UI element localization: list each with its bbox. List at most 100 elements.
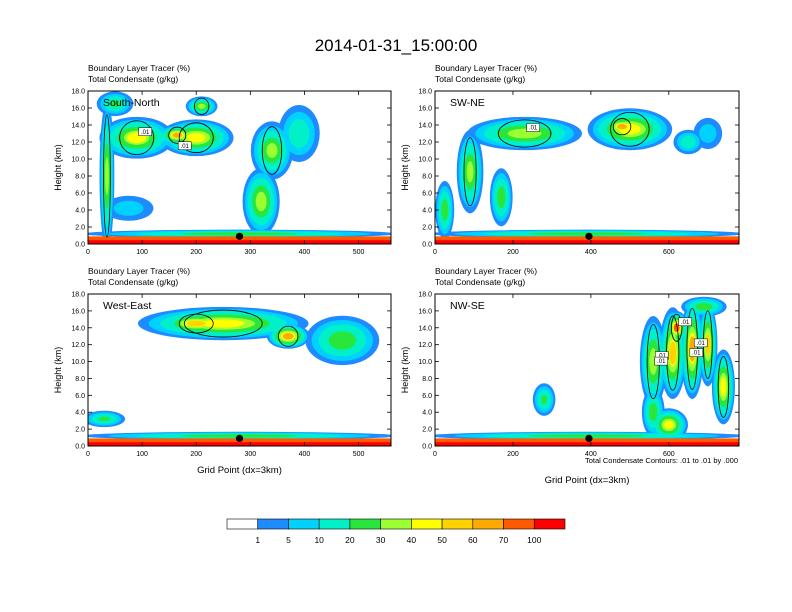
location-marker	[235, 434, 244, 442]
xtick-label: 400	[299, 249, 311, 256]
xtick-label: 100	[136, 451, 148, 458]
contour-label-0: .01	[529, 126, 538, 132]
tracer-blob-8-level-10	[288, 119, 310, 148]
panel-1: .01 SW-NE Boundary Layer Tracer (%)Total C…	[400, 63, 740, 256]
colorbar-swatch-2	[288, 518, 320, 530]
ytick-label: 10.0	[418, 157, 432, 164]
ytick-label: 12.0	[418, 342, 432, 349]
ytick-label: 0.0	[75, 444, 85, 451]
tracer-blob-2-level-60	[617, 124, 627, 130]
condensate-contour-3	[103, 114, 111, 238]
colorbar: 1 5 10 20 30 40 50 60 70 100	[226, 518, 566, 545]
panel-title-line1: Boundary Layer Tracer (%)	[88, 63, 190, 73]
ytick-label: 10.0	[71, 359, 85, 366]
colorbar-swatch-6	[411, 518, 443, 530]
xtick-label: 600	[663, 249, 675, 256]
tracer-blob-5-level-20	[441, 199, 449, 221]
colorbar-label-0: 1	[255, 535, 260, 545]
contour-label-2: .01	[697, 341, 706, 347]
panel-title-line1: Boundary Layer Tracer (%)	[435, 266, 537, 276]
condensate-contour-5	[261, 126, 283, 175]
tracer-blob-7-level-5	[699, 124, 717, 143]
ytick-label: 16.0	[418, 308, 432, 315]
ytick-label: 0.0	[422, 444, 432, 451]
tracer-blob-5-level-30	[197, 103, 206, 109]
contour-label-1: .01	[181, 144, 190, 150]
panel-label: SW-NE	[450, 97, 485, 109]
xtick-label: 200	[190, 451, 202, 458]
surface-layer-core	[88, 240, 391, 244]
condensate-contour-1	[178, 122, 214, 154]
panel-title-line2: Total Condensate (g/kg)	[88, 74, 178, 84]
tracer-blob-4-level-70	[673, 323, 680, 332]
condensate-contour-4	[193, 97, 210, 115]
tracer-field	[88, 306, 391, 446]
location-marker	[585, 434, 593, 442]
panel-title-line2: Total Condensate (g/kg)	[88, 277, 178, 287]
condensate-contour-0	[183, 309, 263, 338]
y-axis-label: Height (km)	[53, 347, 63, 394]
surface-layer-core	[435, 240, 739, 244]
contour-label-0: .01	[141, 130, 150, 136]
panel-title-line1: Boundary Layer Tracer (%)	[435, 63, 537, 73]
tracer-blob-6-level-40	[720, 377, 727, 397]
ytick-label: 2.0	[422, 427, 432, 434]
ytick-label: 6.0	[75, 393, 85, 400]
ytick-label: 2.0	[75, 427, 85, 434]
tracer-blob-2-level-60	[172, 132, 183, 138]
condensate-contour-1	[178, 313, 214, 334]
ytick-label: 12.0	[71, 140, 85, 147]
panel-title-line1: Boundary Layer Tracer (%)	[88, 266, 190, 276]
ytick-label: 8.0	[422, 376, 432, 383]
colorbar-label-3: 20	[345, 535, 355, 545]
ytick-label: 4.0	[75, 410, 85, 417]
x-axis-label: Grid Point (dx=3km)	[545, 475, 630, 486]
tracer-blob-3-level-30	[105, 156, 109, 196]
tracer-blob-0-level-40	[201, 319, 245, 328]
xtick-label: 500	[353, 249, 365, 256]
ytick-label: 8.0	[75, 174, 85, 181]
xtick-label: 0	[86, 451, 90, 458]
ytick-label: 12.0	[418, 140, 432, 147]
condensate-contour-1	[610, 111, 650, 147]
xtick-label: 500	[353, 451, 365, 458]
condensate-contour-2	[168, 126, 187, 144]
contour-label-box-1	[654, 356, 668, 366]
colorbar-label-5: 40	[407, 535, 417, 545]
colorbar-swatch-1	[257, 518, 289, 530]
tracer-blob-3-level-20	[328, 331, 356, 350]
xtick-label: 0	[86, 249, 90, 256]
surface-layer-core	[88, 442, 391, 446]
tracer-blob-9-level-40	[663, 420, 674, 430]
ytick-label: 4.0	[422, 208, 432, 215]
tracer-blob-7-level-20	[649, 403, 658, 422]
tracer-blob-6-level-30	[255, 191, 267, 212]
ytick-label: 18.0	[418, 292, 432, 299]
panel-label: South-North	[103, 97, 160, 109]
location-marker	[235, 232, 244, 240]
xtick-label: 0	[433, 451, 437, 458]
ytick-label: 8.0	[75, 376, 85, 383]
contour-label-box-0	[526, 123, 540, 132]
xtick-label: 400	[299, 451, 311, 458]
condensate-contour-0	[497, 119, 552, 148]
contour-footnote: Total Condensate Contours: .01 to .01 by…	[585, 456, 738, 465]
contour-label-box-4	[678, 317, 692, 327]
xtick-label: 200	[507, 451, 519, 458]
tracer-blob-1-level-50	[669, 341, 677, 365]
colorbar-label-9: 100	[527, 535, 541, 545]
tracer-blob-3-level-30	[466, 161, 474, 183]
x-axis-label: Grid Point (dx=3km)	[197, 465, 282, 476]
tracer-field	[435, 108, 739, 244]
ytick-label: 14.0	[71, 123, 85, 130]
tracer-blob-9-level-5	[113, 200, 144, 216]
condensate-contour-2	[612, 118, 632, 136]
panel-0: .01 .01 South-North Boundary Layer Tracer (…	[53, 63, 392, 256]
contour-label-box-3	[689, 348, 704, 357]
ytick-label: 8.0	[422, 174, 432, 181]
condensate-contour-3	[463, 137, 477, 207]
colorbar-label-2: 10	[314, 535, 324, 545]
ytick-label: 6.0	[422, 393, 432, 400]
ytick-label: 14.0	[71, 325, 85, 332]
plot-background	[435, 91, 739, 244]
